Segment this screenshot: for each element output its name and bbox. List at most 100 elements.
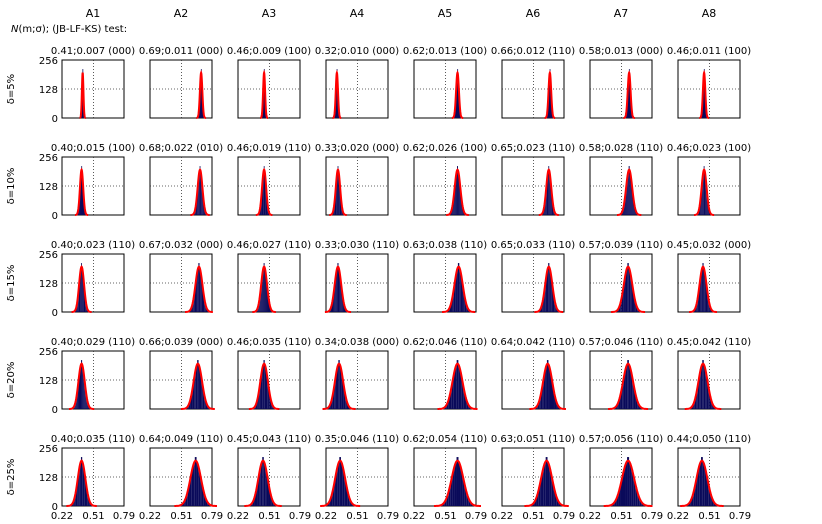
legend-line: N(m;σ); (JB-LF-KS) test: — [11, 24, 127, 35]
panel-label: 0.45;0.042 (110) — [667, 337, 751, 348]
histogram-bar — [453, 196, 455, 215]
panel-label: 0.33;0.030 (110) — [315, 240, 399, 251]
histogram-bar — [194, 372, 196, 409]
histogram-bar — [331, 300, 334, 312]
histogram-bar — [263, 360, 265, 409]
normal-fit-curve — [538, 168, 559, 216]
normal-fit-curve — [544, 70, 556, 119]
histogram-bar — [543, 372, 546, 409]
histogram-bar — [340, 284, 342, 312]
normal-fit-curve — [75, 167, 89, 216]
histogram-bar — [190, 397, 192, 409]
histogram-bar — [264, 366, 267, 409]
histogram-bar — [699, 463, 702, 506]
normal-fit-curve — [71, 265, 92, 313]
histogram-bar — [466, 402, 469, 409]
histogram-bar — [266, 372, 268, 409]
histogram-bar — [329, 499, 331, 506]
panel-label: 0.44;0.050 (110) — [667, 434, 751, 445]
histogram-bar — [707, 196, 708, 215]
normal-fit-curve — [320, 459, 361, 507]
histogram-bar — [549, 75, 551, 118]
histogram-bar — [629, 463, 632, 506]
histogram-bar — [342, 381, 344, 409]
histogram-bar — [625, 187, 627, 215]
histogram-bar — [553, 487, 555, 506]
row-label-1: δ=5% — [6, 74, 17, 104]
y-tick-label: 256 — [39, 153, 58, 164]
row-label-2: δ=10% — [6, 168, 17, 205]
histogram-bar — [73, 499, 75, 506]
histogram-bar — [82, 463, 84, 506]
histogram-bar — [463, 293, 465, 312]
histogram-bar — [193, 463, 195, 506]
histogram-bar — [538, 487, 541, 506]
histogram-bar — [271, 402, 273, 409]
histogram-bar — [628, 69, 630, 118]
histogram-bar — [457, 172, 459, 215]
histogram-bar — [545, 187, 547, 215]
normal-fit-curve — [190, 168, 210, 216]
histogram-bar — [198, 366, 200, 409]
histogram-bar — [342, 469, 345, 506]
histogram-bar — [545, 457, 548, 506]
histogram-bar — [625, 463, 628, 506]
histogram-bar — [468, 499, 471, 506]
x-tick-label: 0.51 — [258, 511, 280, 522]
histogram-bar — [623, 203, 625, 215]
x-tick-label: 0.22 — [51, 511, 73, 522]
histogram-bar — [80, 269, 82, 312]
histogram-bar — [466, 305, 468, 312]
histogram-bar — [84, 478, 87, 506]
histogram-bar — [458, 463, 461, 506]
histogram-bar — [345, 487, 348, 506]
histogram-bar — [83, 372, 85, 409]
histogram-bar — [331, 397, 333, 409]
histogram-bar — [444, 499, 447, 506]
x-tick-label: 0.51 — [610, 511, 632, 522]
normal-fit-curve — [324, 265, 352, 313]
histogram-bar — [550, 275, 552, 312]
histogram-bar — [701, 457, 703, 506]
histogram-bar — [334, 196, 336, 215]
histogram-bar — [335, 469, 338, 506]
panel-r3-c3: 0.46;0.027 (110) — [227, 240, 311, 313]
histogram-bar — [343, 390, 346, 409]
histogram-bar — [270, 494, 272, 506]
histogram-bar — [637, 402, 639, 409]
panel-label: 0.65;0.023 (110) — [491, 143, 575, 154]
histogram-bar — [702, 360, 704, 409]
x-tick-label: 0.79 — [377, 511, 399, 522]
y-tick-label: 128 — [39, 473, 58, 484]
histogram-bar — [550, 187, 552, 215]
histogram-bar — [545, 275, 547, 312]
histogram-bar — [338, 360, 340, 409]
histogram-bar — [704, 275, 706, 312]
panel-label: 0.63;0.051 (110) — [491, 434, 575, 445]
histogram-bar — [267, 381, 269, 409]
panel-r2-c2: 0.68;0.022 (010) — [139, 143, 223, 216]
histogram-bar — [532, 503, 535, 506]
histogram-bar — [87, 494, 89, 506]
panel-label: 0.35;0.046 (110) — [315, 434, 399, 445]
panel-label: 0.40;0.035 (110) — [51, 434, 135, 445]
histogram-bar — [620, 300, 622, 312]
histogram-bar — [80, 172, 82, 215]
histogram-bar — [549, 172, 551, 215]
histogram-bar — [543, 293, 545, 312]
normal-fit-curve — [603, 459, 653, 507]
histogram-bar — [623, 284, 625, 312]
histogram-bar — [188, 402, 191, 409]
histogram-bar — [547, 172, 549, 215]
column-header-a8: A8 — [702, 7, 717, 20]
histogram-bar — [263, 463, 266, 506]
normal-fit-curve — [252, 265, 276, 313]
x-tick-label: 0.51 — [522, 511, 544, 522]
histogram-bar — [625, 366, 628, 409]
y-tick-label: 128 — [39, 376, 58, 387]
panel-r5-c7: 0.57;0.056 (110) — [579, 434, 663, 507]
histogram-bar — [191, 305, 193, 312]
histogram-bar — [80, 366, 82, 409]
histogram-bar — [618, 487, 621, 506]
histogram-bar — [335, 372, 337, 409]
